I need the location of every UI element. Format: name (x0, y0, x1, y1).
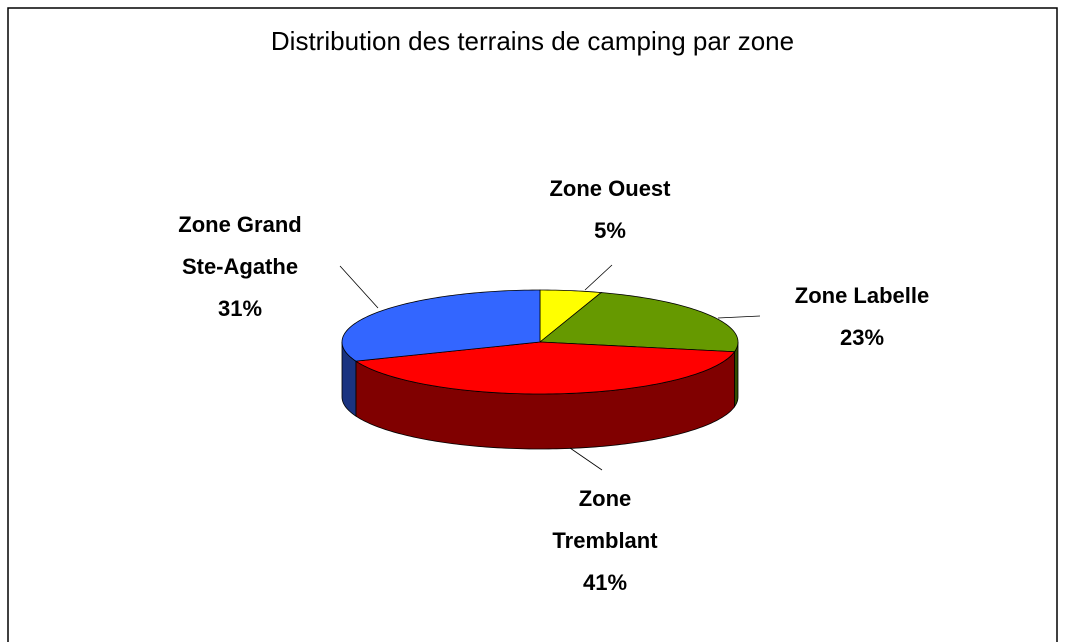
leader-line (717, 315, 761, 319)
leader-line (569, 447, 603, 471)
value-label: 41% (582, 570, 628, 595)
value-label: 23% (839, 325, 885, 350)
slice (538, 292, 739, 353)
category-label: Zone Tremblant (552, 486, 658, 553)
data-label: Zone Tremblant 41% (540, 478, 670, 604)
data-label: Zone Grand Ste-Agathe 31% (165, 204, 315, 330)
category-label: Zone Ouest (549, 176, 671, 201)
leader-line (339, 265, 379, 309)
value-label: 5% (594, 218, 626, 243)
slice (341, 289, 541, 362)
frame (7, 7, 1058, 642)
category-label: Zone Labelle (794, 283, 930, 308)
slice (539, 289, 603, 343)
slice (354, 341, 736, 395)
slice-side (734, 341, 739, 409)
data-label: Zone Ouest 5% (530, 168, 690, 252)
value-label: 31% (217, 296, 263, 321)
data-label: Zone Labelle 23% (782, 275, 942, 359)
chart-title: Distribution des terrains de camping par… (270, 26, 795, 56)
leader-line (584, 264, 613, 291)
category-label: Zone Grand Ste-Agathe (178, 212, 302, 279)
